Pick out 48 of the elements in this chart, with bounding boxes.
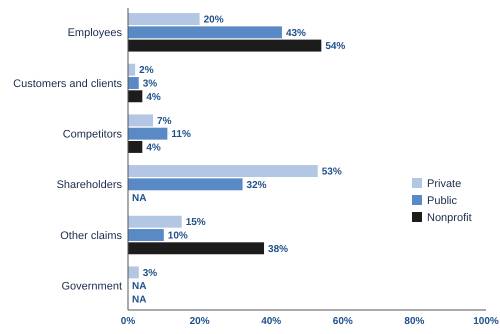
data-label: 10% [168, 230, 188, 242]
bar [128, 242, 264, 254]
bar [128, 229, 164, 241]
text: NA [132, 193, 146, 204]
data-label: 7% [157, 116, 172, 127]
y-tick-label: Customers and clients [13, 78, 122, 90]
bar [128, 178, 243, 190]
data-label: 38% [268, 244, 288, 255]
bar [128, 26, 282, 38]
y-tick-label: Competitors [62, 128, 122, 141]
text: NA [132, 281, 146, 292]
bar [128, 266, 139, 278]
data-label: 4% [146, 92, 161, 103]
bar [128, 140, 142, 153]
data-label: 53% [322, 166, 342, 178]
y-tick-label: Other claims [60, 230, 122, 242]
bar [128, 40, 322, 52]
bar [128, 165, 318, 178]
y-tick-label: Government [61, 280, 122, 293]
data-label: 32% [246, 180, 267, 191]
x-tick-label: 20% [190, 316, 210, 327]
legend-label: Public [427, 194, 458, 207]
x-tick-label: 80% [404, 316, 425, 327]
bar [128, 13, 200, 26]
bar [128, 64, 136, 76]
x-tick-label: 0% [120, 316, 136, 327]
data-label: 15% [186, 217, 206, 228]
text: NA [132, 294, 146, 306]
bar [128, 216, 182, 228]
legend-label: Nonprofit [427, 212, 472, 224]
data-label: 2% [139, 65, 154, 76]
data-label: 3% [142, 78, 158, 90]
data-label: 20% [204, 14, 224, 26]
x-tick-label: 60% [332, 316, 353, 327]
bar [128, 90, 142, 102]
y-tick-label: Shareholders [56, 179, 122, 192]
data-label: 43% [286, 28, 306, 39]
bar [128, 114, 154, 126]
x-tick-label: 40% [261, 316, 282, 327]
data-label: 4% [146, 142, 161, 154]
bar [128, 128, 168, 140]
bar [128, 77, 139, 89]
data-label: 54% [325, 41, 346, 52]
data-label: 3% [142, 268, 158, 279]
y-tick-label: Employees [68, 27, 122, 40]
legend-label: Private [427, 178, 462, 190]
x-tick-label: 100% [473, 316, 499, 327]
data-label: 11% [171, 129, 191, 140]
